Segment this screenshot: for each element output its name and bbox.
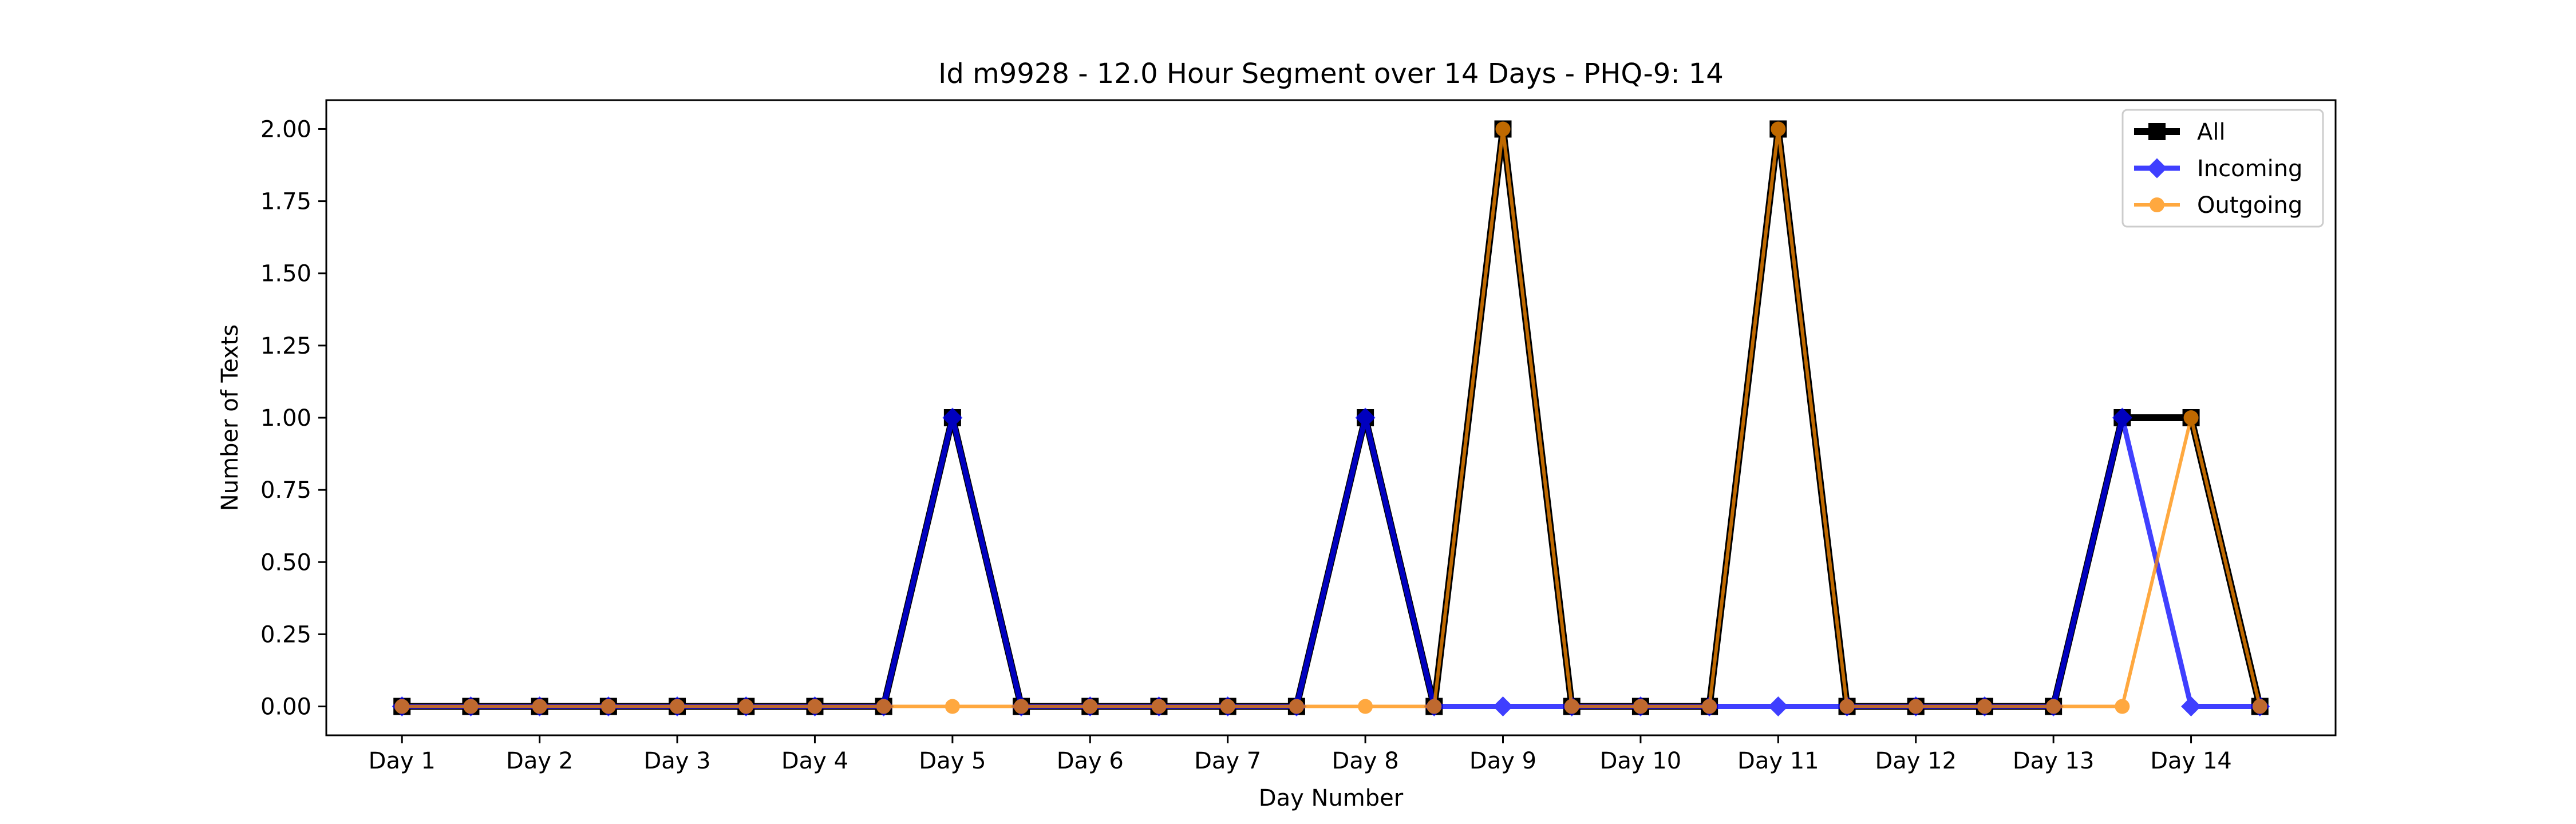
data-point [2112, 407, 2132, 428]
x-tick-label: Day 10 [1600, 748, 1682, 774]
data-point [738, 699, 754, 714]
data-point [2183, 410, 2199, 425]
legend-item-all [2134, 123, 2180, 140]
y-tick-label: 0.75 [260, 477, 311, 504]
x-tick-label: Day 14 [2150, 748, 2232, 774]
data-point [1355, 407, 1376, 428]
y-tick-label: 1.00 [260, 405, 311, 431]
series-outgoing [394, 121, 2267, 714]
data-point [807, 699, 823, 714]
data-point [945, 699, 960, 714]
x-tick-label: Day 3 [643, 748, 710, 774]
data-point [532, 699, 547, 714]
y-axis: 0.00 0.25 0.50 0.75 1.00 1.25 1.50 1.75 2.00 [260, 116, 326, 720]
data-point [2252, 699, 2267, 714]
legend: All Incoming Outgoing [2121, 109, 2324, 228]
data-point [1493, 696, 1514, 717]
series-line [402, 129, 2262, 708]
legend-marker [2148, 123, 2166, 140]
x-tick-label: Day 2 [506, 748, 573, 774]
data-point [1082, 699, 1098, 714]
series-layer [392, 120, 2270, 717]
legend-item-incoming [2134, 158, 2180, 179]
x-tick-label: Day 7 [1194, 748, 1261, 774]
data-point [876, 699, 891, 714]
legend-item-outgoing [2134, 197, 2180, 212]
x-tick-label: Day 4 [781, 748, 848, 774]
data-point [1358, 699, 1373, 714]
data-point [1014, 699, 1029, 714]
x-tick-label: Day 8 [1332, 748, 1399, 774]
data-point [1771, 121, 1786, 137]
y-tick-label: 0.00 [260, 694, 311, 720]
data-point [1768, 696, 1788, 717]
data-point [600, 699, 616, 714]
legend-marker [2150, 197, 2164, 212]
legend-label: All [2197, 119, 2226, 145]
data-point [1220, 699, 1235, 714]
data-point [670, 699, 685, 714]
plot-frame [325, 99, 2337, 736]
y-axis-label: Number of Texts [217, 324, 243, 511]
data-point [942, 407, 963, 428]
data-point [394, 699, 410, 714]
legend-label: Incoming [2197, 156, 2302, 182]
data-point [2181, 696, 2202, 717]
y-tick-label: 2.00 [260, 116, 311, 142]
y-tick-label: 1.75 [260, 189, 311, 215]
x-tick-label: Day 9 [1469, 748, 1536, 774]
data-point [463, 699, 479, 714]
data-point [1977, 699, 1992, 714]
y-tick-label: 0.25 [260, 621, 311, 648]
chart-title: Id m9928 - 12.0 Hour Segment over 14 Day… [938, 58, 1724, 90]
x-tick-label: Day 5 [919, 748, 986, 774]
y-tick-label: 0.50 [260, 549, 311, 576]
data-point [1564, 699, 1579, 714]
x-tick-label: Day 1 [369, 748, 436, 774]
legend-label: Outgoing [2197, 192, 2302, 219]
data-point [1839, 699, 1855, 714]
data-point [2046, 699, 2061, 714]
x-tick-label: Day 11 [1737, 748, 1819, 774]
legend-marker [2147, 158, 2167, 179]
x-tick-label: Day 12 [1875, 748, 1957, 774]
x-tick-label: Day 6 [1057, 748, 1124, 774]
data-point [1427, 699, 1442, 714]
data-point [1151, 699, 1167, 714]
x-axis-label: Day Number [1259, 785, 1404, 811]
data-point [1289, 699, 1304, 714]
x-axis: Day 1 Day 2 Day 3 Day 4 Day 5 Day 6 Day 7 Day 8… [369, 735, 2232, 774]
legend-box [2121, 109, 2324, 228]
data-point [1633, 699, 1648, 714]
data-point [1908, 699, 1923, 714]
data-point [1495, 121, 1511, 137]
data-point [2115, 699, 2130, 714]
data-point [1702, 699, 1717, 714]
x-tick-label: Day 13 [2013, 748, 2095, 774]
y-tick-label: 1.50 [260, 261, 311, 287]
y-tick-label: 1.25 [260, 333, 311, 359]
